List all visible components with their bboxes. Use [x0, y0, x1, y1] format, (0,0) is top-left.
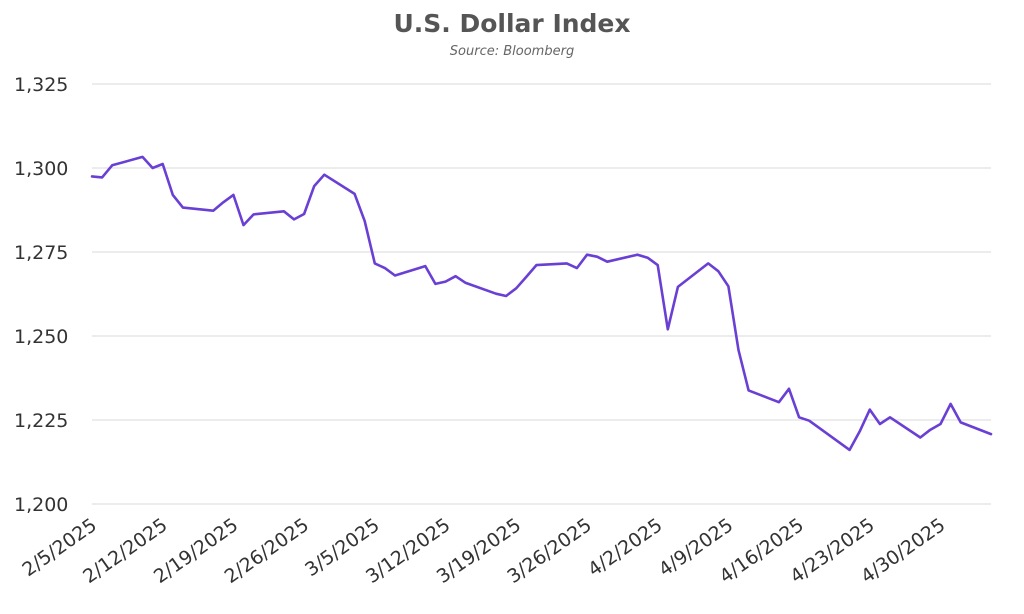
y-tick-label: 1,300 — [14, 158, 68, 180]
series-line — [90, 155, 993, 452]
y-axis: 1,200 1,225 1,250 1,275 1,300 1,325 — [14, 74, 68, 516]
y-tick-label: 1,325 — [14, 74, 68, 96]
y-tick-label: 1,275 — [14, 242, 68, 264]
gridlines — [92, 83, 991, 505]
x-tick-label: 4/2/2025 — [584, 514, 667, 581]
y-tick-label: 1,250 — [14, 326, 68, 348]
chart-title: U.S. Dollar Index — [393, 9, 631, 38]
x-axis: 2/5/20252/12/20252/19/20252/26/20253/5/2… — [18, 514, 949, 588]
series — [90, 155, 993, 452]
y-tick-label: 1,200 — [14, 494, 68, 516]
y-tick-label: 1,225 — [14, 410, 68, 432]
chart-subtitle: Source: Bloomberg — [449, 44, 575, 59]
